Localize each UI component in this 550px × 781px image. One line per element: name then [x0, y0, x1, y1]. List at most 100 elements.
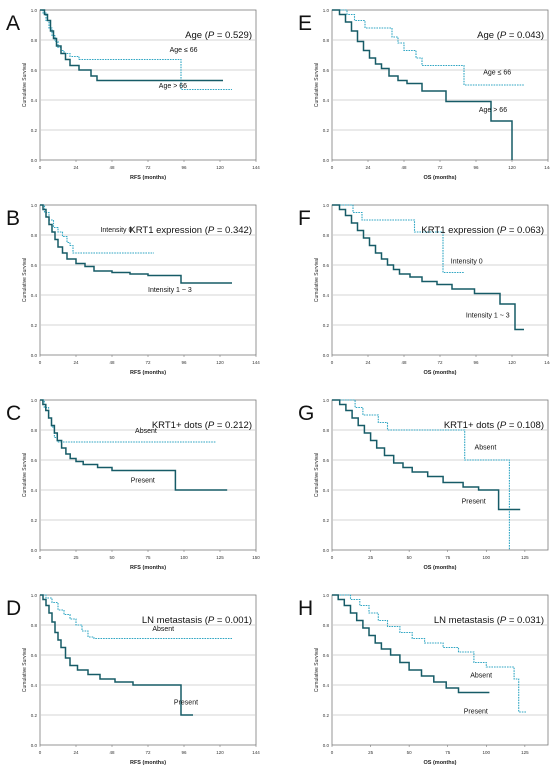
x-tick-label: 72: [145, 360, 151, 365]
x-tick-label: 0: [39, 750, 42, 755]
x-tick-label: 24: [73, 360, 79, 365]
x-tick-label: 48: [401, 360, 407, 365]
curve-label: Present: [462, 499, 486, 506]
panel-letter: G: [298, 402, 314, 425]
chart-title-prefix: KRT1+ dots (: [444, 420, 501, 431]
chart-title-value: = 0.001): [214, 615, 252, 626]
x-axis-label: OS (months): [424, 760, 457, 766]
x-tick-label: 48: [401, 165, 407, 170]
x-tick-label: 96: [181, 165, 187, 170]
y-tick-label: 0.2: [31, 323, 38, 328]
y-tick-label: 0.8: [323, 623, 330, 628]
chart-title-prefix: KRT1+ dots (: [152, 420, 209, 431]
panel-letter: H: [298, 597, 313, 620]
x-tick-label: 75: [145, 555, 151, 560]
y-tick-label: 1.0: [31, 203, 38, 208]
x-tick-label: 48: [109, 750, 115, 755]
y-tick-label: 0.8: [31, 38, 38, 43]
x-tick-label: 24: [365, 165, 371, 170]
y-axis-label: Cumulative Survival: [22, 453, 28, 497]
x-tick-label: 144: [252, 360, 260, 365]
y-tick-label: 0.2: [323, 128, 330, 133]
curve-label: Age > 66: [159, 83, 187, 90]
y-axis-label: Cumulative Survival: [314, 63, 320, 107]
chart-title-prefix: LN metastasis (: [142, 615, 209, 626]
panel-letter: A: [6, 12, 20, 35]
chart-title-value: = 0.108): [506, 420, 544, 431]
y-tick-label: 0.4: [31, 98, 38, 103]
x-axis-label: RFS (months): [130, 565, 166, 571]
y-tick-label: 0.4: [323, 98, 330, 103]
y-tick-label: 0.4: [31, 488, 38, 493]
x-tick-label: 0: [39, 360, 42, 365]
x-axis-label: RFS (months): [130, 370, 166, 376]
y-tick-label: 1.0: [323, 398, 330, 403]
x-tick-label: 144: [544, 165, 550, 170]
chart-panel-H: H 0.0 0.2 0.4 0.6 0.8 1.0 0 25 50 75 100 125 OS (mont…: [298, 593, 549, 766]
y-tick-label: 0.4: [323, 293, 330, 298]
y-tick-label: 0.2: [323, 713, 330, 718]
chart-title-value: = 0.529): [214, 30, 252, 41]
chart-title: KRT1 expression (P = 0.342): [129, 225, 252, 236]
y-axis-label: Cumulative Survival: [22, 63, 28, 107]
y-tick-label: 0.8: [31, 623, 38, 628]
chart-title: Age (P = 0.529): [185, 30, 252, 41]
x-tick-label: 100: [180, 555, 188, 560]
series-line: [40, 594, 232, 640]
x-tick-label: 0: [39, 555, 42, 560]
y-tick-label: 1.0: [323, 593, 330, 598]
curve-label: Intensity 0: [451, 259, 483, 266]
chart-title-value: = 0.212): [214, 420, 252, 431]
y-tick-label: 0.6: [31, 263, 38, 268]
x-tick-label: 100: [483, 750, 491, 755]
y-tick-label: 1.0: [31, 593, 38, 598]
chart-title-p-symbol: P: [208, 420, 215, 431]
x-tick-label: 120: [508, 360, 516, 365]
chart-title-p-symbol: P: [208, 225, 215, 236]
x-tick-label: 50: [109, 555, 115, 560]
x-tick-label: 120: [508, 165, 516, 170]
x-tick-label: 72: [145, 165, 151, 170]
y-tick-label: 0.8: [323, 38, 330, 43]
series-line: [332, 399, 521, 511]
x-tick-label: 48: [109, 165, 115, 170]
series-line: [40, 399, 228, 491]
chart-title-p-symbol: P: [208, 30, 215, 41]
chart-title: KRT1 expression (P = 0.063): [421, 225, 544, 236]
y-axis-label: Cumulative Survival: [314, 258, 320, 302]
chart-title-prefix: KRT1 expression (: [129, 225, 208, 236]
y-tick-label: 0.2: [31, 128, 38, 133]
panel-letter: D: [6, 597, 21, 620]
panel-letter: F: [298, 207, 311, 230]
y-tick-label: 1.0: [31, 8, 38, 13]
chart-title: LN metastasis (P = 0.001): [142, 615, 252, 626]
x-tick-label: 0: [331, 360, 334, 365]
x-tick-label: 144: [544, 360, 550, 365]
chart-title-prefix: Age (: [185, 30, 209, 41]
y-tick-label: 0.2: [31, 713, 38, 718]
x-tick-label: 25: [368, 555, 374, 560]
curve-label: Absent: [135, 428, 157, 435]
chart-title-prefix: Age (: [477, 30, 501, 41]
curve-label: Present: [464, 709, 488, 716]
x-tick-label: 144: [252, 165, 260, 170]
y-tick-label: 0.8: [31, 428, 38, 433]
curve-label: Present: [131, 478, 155, 485]
x-tick-label: 100: [483, 555, 491, 560]
y-tick-label: 1.0: [31, 398, 38, 403]
y-tick-label: 0.6: [323, 263, 330, 268]
x-axis-label: OS (months): [424, 565, 457, 571]
y-tick-label: 0.0: [31, 548, 38, 553]
y-tick-label: 0.0: [323, 353, 330, 358]
curve-label: Age > 66: [479, 107, 507, 114]
x-tick-label: 24: [73, 165, 79, 170]
y-tick-label: 0.0: [323, 743, 330, 748]
y-tick-label: 0.0: [31, 353, 38, 358]
series-line: [332, 594, 490, 694]
y-tick-label: 0.6: [31, 653, 38, 658]
series-line: [332, 204, 524, 331]
y-tick-label: 0.4: [31, 683, 38, 688]
series-line: [332, 9, 513, 160]
y-tick-label: 0.8: [31, 233, 38, 238]
panel-letter: E: [298, 12, 312, 35]
